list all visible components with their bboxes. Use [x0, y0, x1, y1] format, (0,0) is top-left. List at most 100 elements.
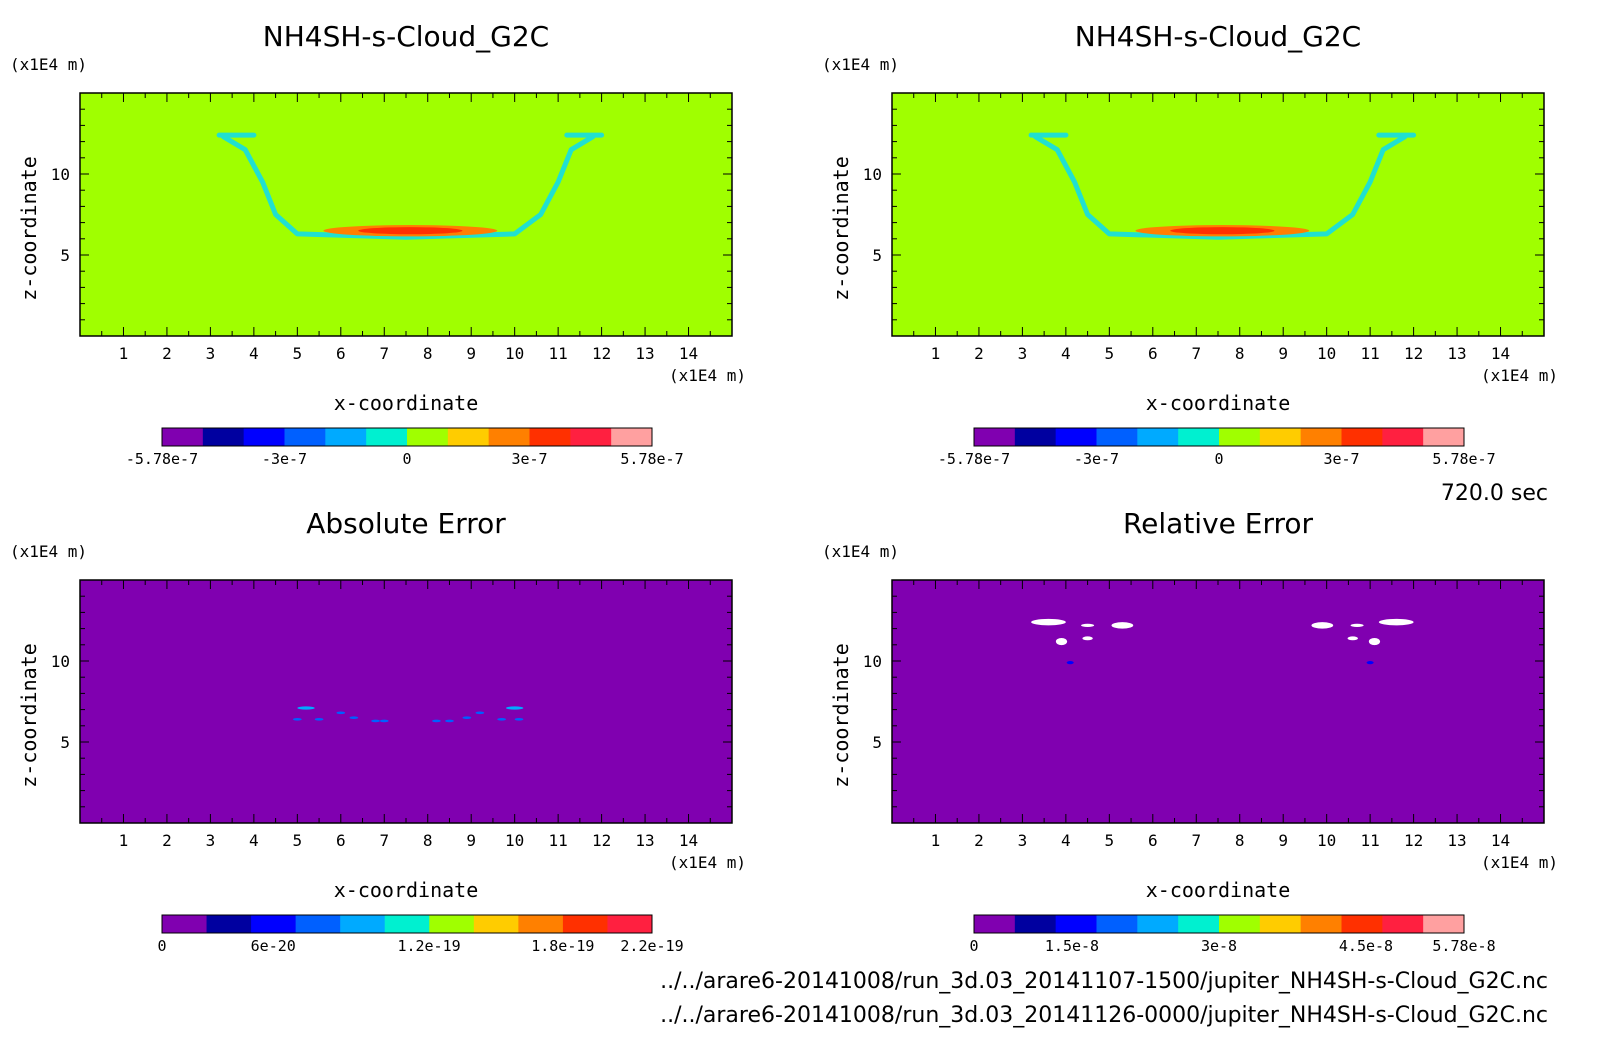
contour-line: [220, 134, 596, 240]
x-tick-label: 14: [679, 344, 698, 363]
colorbar-frame: [161, 427, 653, 447]
colorbar-frame: [973, 914, 1465, 934]
file-path-2: ../../arare6-20141008/run_3d.03_20141126…: [660, 1003, 1548, 1028]
colorbar-label: 3e-8: [1201, 937, 1237, 955]
data-blob: [297, 706, 315, 710]
x-tick-label: 9: [1278, 831, 1288, 850]
colorbar-swatch: [1219, 915, 1261, 933]
data-blob: [432, 719, 441, 723]
colorbar-swatch: [1300, 915, 1342, 933]
heatmap-field: [892, 93, 1544, 336]
x-tick-label: 8: [423, 831, 433, 850]
colorbar-swatch: [1341, 915, 1383, 933]
colorbar-label: 1.8e-19: [531, 937, 594, 955]
y-tick-label: 5: [872, 733, 882, 752]
chart-panel-4: Relative Error(x1E4 m)1 2 3 4 5 6 7 8 9 10 11 12 13 1…: [822, 507, 1558, 955]
data-blob: [349, 716, 359, 719]
colorbar-swatch: [611, 428, 653, 446]
colorbar-swatch: [570, 428, 612, 446]
data-blob: [371, 719, 380, 723]
colorbar-label: 0: [157, 937, 166, 955]
colorbar-swatch: [384, 915, 430, 933]
x-tick-label: 4: [1061, 831, 1071, 850]
chart-title: NH4SH-s-Cloud_G2C: [1075, 20, 1361, 53]
x-tick-label: 11: [1361, 344, 1380, 363]
colorbar-swatch: [284, 428, 326, 446]
x-tick-label: 2: [974, 344, 984, 363]
data-blob: [336, 711, 346, 715]
x-tick-label: 12: [592, 344, 611, 363]
data-blob: [314, 718, 324, 721]
x-tick-label: 6: [1148, 831, 1158, 850]
y-tick-label: 5: [60, 733, 70, 752]
colorbar-swatch: [206, 915, 252, 933]
colorbar-swatch: [162, 915, 208, 933]
data-blob: [1082, 636, 1093, 641]
colorbar-label: -5.78e-7: [126, 450, 198, 468]
colorbar-swatch: [295, 915, 341, 933]
colorbar-label: 1.2e-19: [397, 937, 460, 955]
data-blob: [379, 719, 389, 723]
x-tick-label: 8: [423, 344, 433, 363]
colorbar-swatch: [1382, 428, 1424, 446]
data-blob: [1081, 623, 1095, 627]
y-tick-label: 10: [51, 165, 70, 184]
y-unit-label: (x1E4 m): [822, 542, 899, 561]
colorbar-swatch: [1259, 428, 1302, 446]
y-tick-label: 5: [60, 246, 70, 265]
data-blob: [1366, 661, 1374, 665]
x-tick-label: 14: [1491, 344, 1510, 363]
time-label: 720.0 sec: [1441, 481, 1548, 506]
colorbar-swatch: [518, 915, 564, 933]
data-blob: [497, 718, 506, 721]
x-tick-label: 2: [974, 831, 984, 850]
data-blob: [292, 718, 302, 721]
colorbar-swatch: [974, 428, 1016, 446]
colorbar-label: 4.5e-8: [1339, 937, 1393, 955]
x-tick-label: 5: [1105, 831, 1115, 850]
colorbar-swatch: [1137, 428, 1179, 446]
chart-panel-2: NH4SH-s-Cloud_G2C(x1E4 m)1 2 3 4 5 6 7 8 9 10 11 12…: [822, 20, 1558, 468]
colorbar-swatch: [529, 428, 571, 446]
heatmap-field: [80, 580, 732, 823]
colorbar-swatch: [607, 915, 653, 933]
colorbar-swatch: [202, 428, 245, 446]
x-tick-label: 11: [1361, 831, 1380, 850]
colorbar-swatch: [366, 428, 408, 446]
colorbar-label: -3e-7: [262, 450, 307, 468]
x-tick-label: 5: [293, 344, 303, 363]
colorbar-label: 5.78e-8: [1432, 937, 1495, 955]
colorbar-swatch: [447, 428, 490, 446]
colorbar-swatch: [1096, 915, 1138, 933]
colorbar-label: 5.78e-7: [1432, 450, 1495, 468]
colorbar-swatch: [1219, 428, 1261, 446]
colorbar-swatch: [251, 915, 297, 933]
x-axis-label: x-coordinate: [1146, 391, 1291, 415]
data-blob: [1066, 661, 1074, 665]
colorbar-swatch: [1014, 428, 1057, 446]
x-tick-label: 7: [1191, 831, 1201, 850]
x-tick-label: 12: [1404, 831, 1423, 850]
data-blob: [1350, 623, 1364, 627]
colorbar-swatch: [1178, 915, 1220, 933]
x-tick-label: 13: [635, 344, 654, 363]
colorbar-swatch: [473, 915, 519, 933]
data-blob: [1055, 637, 1068, 646]
x-tick-label: 6: [336, 831, 346, 850]
colorbar-frame: [161, 914, 653, 934]
colorbar-label: 2.2e-19: [620, 937, 683, 955]
colorbar-label: 0: [969, 937, 978, 955]
data-blob: [1111, 622, 1134, 629]
x-tick-label: 5: [293, 831, 303, 850]
contour-line: [1032, 134, 1408, 240]
chart-panel-3: Absolute Error(x1E4 m)1 2 3 4 5 6 7 8 9 10 11 12 13 1…: [10, 507, 746, 955]
data-blob: [475, 711, 485, 715]
x-tick-label: 1: [931, 831, 941, 850]
colorbar-frame: [973, 427, 1465, 447]
y-tick-label: 10: [863, 165, 882, 184]
colorbar-swatch: [1014, 915, 1057, 933]
x-tick-label: 13: [635, 831, 654, 850]
colorbar-swatch: [325, 428, 367, 446]
x-tick-label: 13: [1447, 831, 1466, 850]
y-axis-label: z-coordinate: [17, 156, 41, 301]
